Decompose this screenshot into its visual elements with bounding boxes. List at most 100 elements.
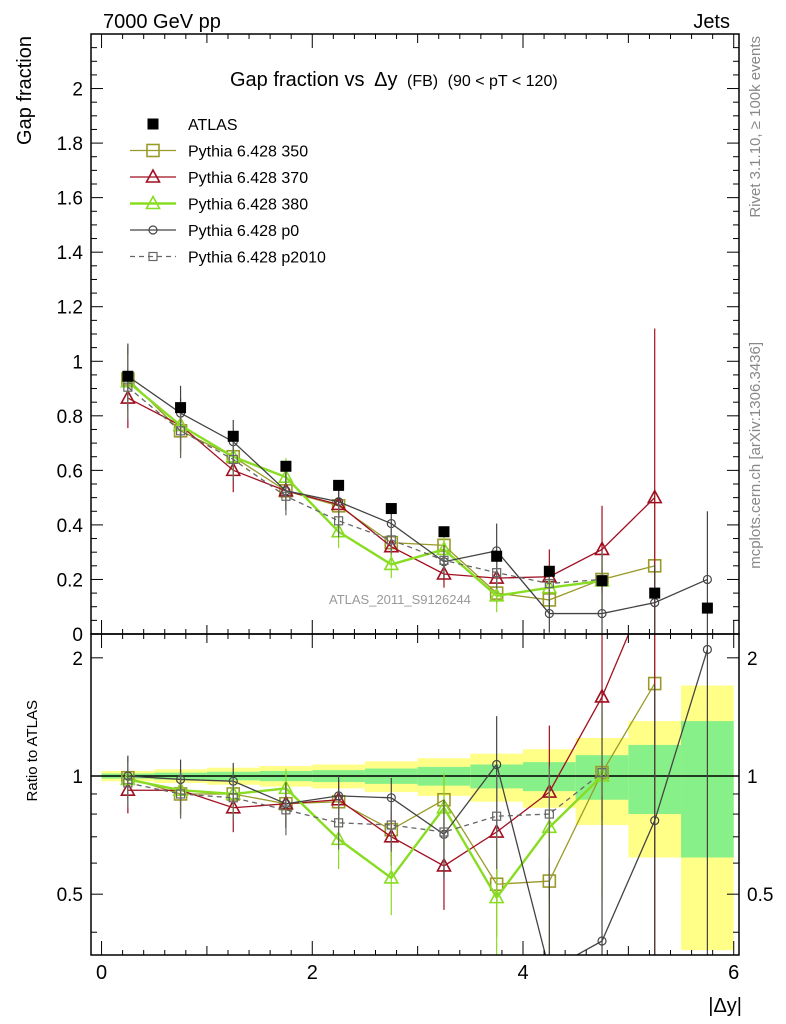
ratio-line-p0: [127, 649, 709, 955]
ratio-point-p0: [545, 966, 553, 974]
legend-entry-p370: Pythia 6.428 370: [130, 168, 308, 187]
point-p2010: [175, 426, 186, 436]
point-data: [543, 565, 555, 577]
point-data: [385, 503, 397, 515]
ratio-point-p0: [597, 936, 607, 946]
legend-label: ATLAS: [188, 117, 238, 134]
point-data: [701, 602, 713, 614]
ratio-point-p380: [383, 869, 400, 884]
legend-marker: [148, 251, 158, 262]
ratio-y-tick-label-right: 1: [747, 767, 758, 788]
series-line-p380: [127, 380, 603, 598]
series-p2010: [123, 354, 607, 607]
ratio-line-p380: [127, 775, 603, 900]
x-tick-label: 6: [728, 962, 739, 984]
x-tick-label: 4: [517, 962, 528, 984]
point-p2010: [228, 454, 238, 465]
main-y-tick-label: 0.2: [57, 570, 83, 591]
series-data: [122, 370, 713, 614]
rivet-label: Rivet 3.1.10, ≥ 100k events: [747, 36, 764, 218]
ratio-y-tick-label-right: 2: [747, 649, 758, 670]
series-line-p2010: [127, 386, 603, 585]
ratio-y-tick-label-left: 0.5: [57, 885, 83, 906]
main-y-tick-label: 0.8: [57, 407, 83, 428]
point-p2010: [386, 535, 396, 545]
ratio-point-p380: [488, 888, 505, 904]
ratio-point-p0: [492, 759, 502, 770]
point-p0: [650, 598, 660, 608]
point-data: [649, 587, 661, 599]
legend-entry-data: ATLAS: [147, 117, 238, 134]
title-pt-range: (90 < pT < 120): [448, 73, 558, 90]
legend-entry-p350: Pythia 6.428 350: [130, 144, 308, 161]
main-y-tick-label: 0.4: [57, 516, 84, 537]
main-y-tick-label: 1.4: [57, 243, 84, 264]
point-data: [122, 370, 134, 382]
mcplots-label: mcplots.cern.ch [arXiv:1306.3436]: [747, 342, 764, 569]
legend: ATLAS Pythia 6.428 350 Pythia 6.428 370 Pyt…: [130, 117, 326, 267]
y-axis-label-ratio: Ratio to ATLAS: [24, 700, 41, 801]
legend-marker: [145, 168, 161, 183]
ratio-point-p2010: [228, 793, 238, 803]
ratio-panel-series: [120, 634, 712, 974]
ratio-point-p0: [386, 793, 396, 803]
legend-label: Pythia 6.428 p0: [188, 223, 299, 240]
y-axis-label-main: Gap fraction: [14, 36, 36, 145]
point-p380: [488, 587, 505, 602]
point-p2010: [439, 555, 449, 565]
ratio-y-tick-label-left: 1: [72, 767, 83, 788]
main-y-tick-label: 2: [72, 80, 83, 101]
legend-marker: [147, 118, 159, 130]
title-fb: (FB): [407, 73, 438, 90]
ratio-point-p370: [594, 688, 610, 703]
point-data: [333, 479, 345, 491]
ratio-series-p2010: [123, 703, 607, 891]
x-tick-label: 0: [96, 962, 107, 984]
header-left: 7000 GeV pp: [103, 11, 221, 33]
legend-marker: [146, 143, 160, 158]
ratio-point-p2010: [597, 768, 607, 778]
point-data: [175, 402, 187, 414]
main-y-tick-label: 0: [72, 625, 83, 646]
main-y-tick-label: 0.6: [57, 461, 83, 482]
point-p2010: [544, 578, 554, 589]
point-p2010: [492, 568, 502, 578]
ratio-point-p2010: [439, 827, 449, 837]
legend-marker: [145, 194, 161, 210]
main-panel-series: [120, 328, 713, 634]
legend-entry-p0: Pythia 6.428 p0: [130, 223, 299, 240]
series-line-p0: [127, 375, 708, 615]
x-tick-label: 2: [307, 962, 318, 984]
main-y-tick-label: 1.6: [57, 189, 83, 210]
ratio-point-p2010: [123, 778, 133, 788]
point-p380: [383, 555, 400, 571]
point-data: [491, 550, 503, 562]
legend-entry-p380: Pythia 6.428 380: [130, 194, 308, 214]
point-p0: [597, 608, 607, 619]
ratio-point-p2010: [386, 820, 396, 830]
ratio-point-p0: [650, 815, 660, 826]
main-y-tick-label: 1: [72, 352, 83, 373]
analysis-label: ATLAS_2011_S9126244: [329, 592, 471, 607]
legend-label: Pythia 6.428 p2010: [188, 250, 326, 267]
point-p0: [544, 608, 554, 619]
legend-label: Pythia 6.428 350: [188, 144, 308, 161]
point-p370: [436, 565, 452, 580]
point-p2010: [123, 382, 133, 392]
ratio-y-tick-label-left: 2: [72, 649, 83, 670]
series-p350: [121, 346, 662, 634]
ratio-point-p2010: [281, 805, 291, 815]
legend-entry-p2010: Pythia 6.428 p2010: [130, 250, 326, 267]
point-p370: [646, 488, 663, 504]
point-p2010: [281, 491, 291, 501]
series-p0: [123, 343, 712, 634]
main-y-tick-label: 1.2: [57, 298, 83, 319]
header-right: Jets: [693, 11, 730, 33]
ratio-point-p0: [702, 644, 712, 655]
legend-marker: [148, 225, 158, 235]
point-data: [227, 430, 239, 442]
ratio-uncertainty-bands: [101, 685, 734, 951]
legend-label: Pythia 6.428 380: [188, 197, 308, 214]
point-p0: [702, 574, 712, 585]
